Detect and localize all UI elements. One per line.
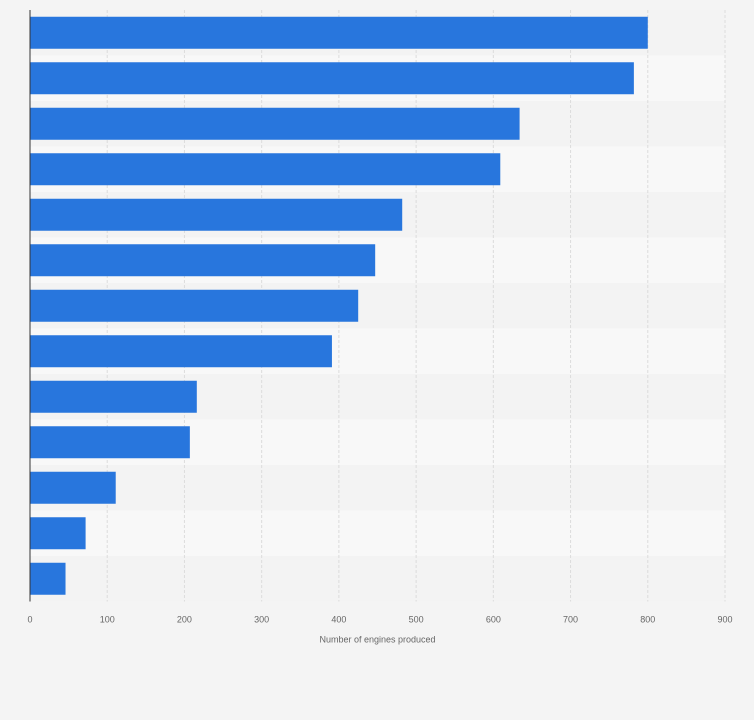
bars — [30, 16, 648, 595]
bar[interactable] — [30, 562, 66, 595]
x-tick-label: 900 — [717, 615, 732, 625]
x-tick-label: 600 — [486, 615, 501, 625]
x-tick-label: 100 — [100, 615, 115, 625]
bar[interactable] — [30, 62, 634, 95]
row-band — [30, 465, 725, 511]
x-axis-ticks: 0 100 200 300 400 500 600 700 800 900 — [27, 615, 732, 625]
bar[interactable] — [30, 471, 116, 504]
x-tick-label: 500 — [409, 615, 424, 625]
bar[interactable] — [30, 289, 359, 322]
x-tick-label: 700 — [563, 615, 578, 625]
x-tick-label: 200 — [177, 615, 192, 625]
bar[interactable] — [30, 380, 197, 413]
bar[interactable] — [30, 153, 501, 186]
x-tick-label: 300 — [254, 615, 269, 625]
bar[interactable] — [30, 107, 520, 140]
x-axis-label: Number of engines produced — [319, 635, 435, 645]
x-tick-label: 400 — [331, 615, 346, 625]
row-band — [30, 556, 725, 602]
bar[interactable] — [30, 517, 86, 550]
row-band — [30, 510, 725, 556]
bar[interactable] — [30, 16, 648, 49]
x-tick-label: 0 — [27, 615, 32, 625]
x-tick-label: 800 — [640, 615, 655, 625]
bar[interactable] — [30, 335, 332, 368]
bar[interactable] — [30, 426, 190, 459]
bar[interactable] — [30, 198, 403, 231]
bar[interactable] — [30, 244, 376, 277]
